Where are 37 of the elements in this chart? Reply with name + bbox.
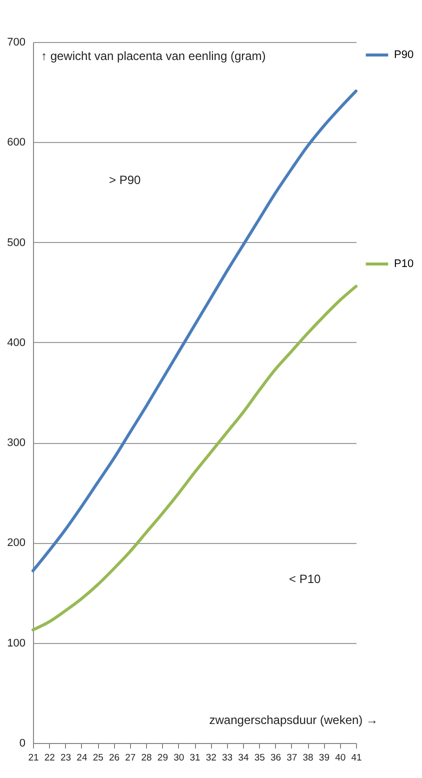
annotation: > P90 (109, 173, 142, 187)
x-tick-label: 40 (335, 752, 346, 764)
y-tick-label: 500 (7, 236, 26, 249)
x-tick-label: 41 (351, 752, 362, 764)
y-tick-label: 0 (19, 738, 26, 750)
legend-label: P90 (394, 49, 414, 61)
x-tick-label: 23 (60, 752, 72, 764)
y-tick-label: 200 (7, 537, 26, 550)
y-tick-label: 100 (7, 637, 26, 650)
legend-label: P10 (394, 258, 414, 270)
y-tick-label: 700 (7, 36, 26, 48)
x-tick-label: 38 (302, 752, 314, 764)
x-tick-label: 25 (92, 752, 104, 764)
x-tick-label: 35 (254, 752, 265, 764)
line-series (32, 284, 358, 632)
x-tick-label: 21 (28, 752, 39, 764)
x-tick-label: 26 (108, 752, 120, 764)
x-tick-label: 22 (44, 752, 55, 764)
x-tick-label: 37 (286, 752, 298, 764)
x-axis-title: zwangerschapsduur (weken) → (209, 713, 378, 727)
x-tick-label: 29 (157, 752, 168, 764)
x-tick-label: 34 (238, 752, 249, 764)
x-tick-label: 27 (125, 752, 136, 764)
x-tick-label: 39 (318, 752, 330, 764)
x-tick-label: 28 (141, 752, 152, 764)
x-tick-label: 33 (222, 752, 233, 764)
x-tick-label: 30 (174, 752, 184, 764)
line-series (32, 90, 358, 572)
x-tick-label: 32 (206, 752, 216, 764)
y-tick-label: 400 (7, 336, 26, 349)
x-tick-label: 24 (76, 752, 88, 764)
y-tick-label: 300 (7, 437, 26, 450)
x-tick-label: 31 (190, 752, 200, 764)
annotation: < P10 (289, 572, 322, 586)
y-tick-label: 600 (7, 136, 26, 149)
x-tick-label: 36 (270, 752, 282, 764)
y-axis-title: ↑ gewicht van placenta van eenling (gram) (41, 49, 266, 63)
